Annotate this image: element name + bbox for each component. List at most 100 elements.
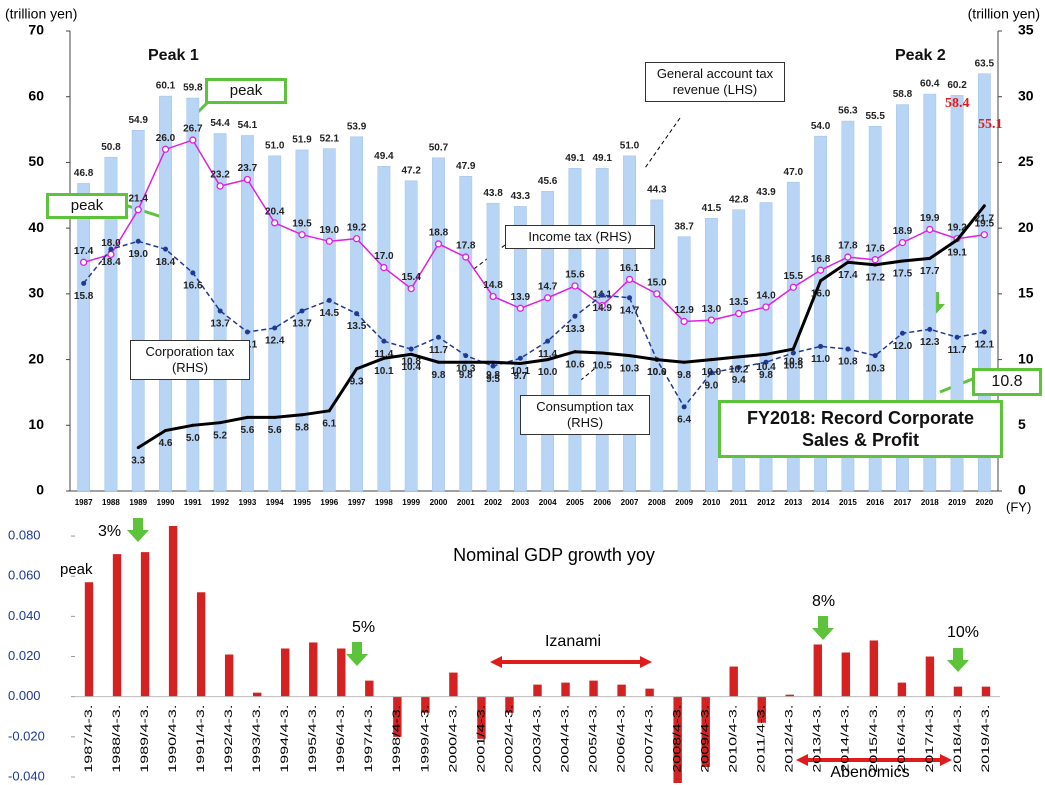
bar	[923, 93, 937, 492]
bar	[477, 696, 486, 739]
bar	[785, 694, 794, 697]
value-label: 14.5	[320, 308, 340, 319]
value-label: 5.2	[213, 430, 227, 441]
value-label: 19.5	[292, 218, 312, 229]
value-label: 19.0	[320, 225, 340, 236]
point	[790, 350, 796, 356]
value-label: 53.9	[347, 121, 367, 132]
peak-label: Peak 2	[895, 47, 946, 64]
point	[218, 421, 222, 425]
point	[517, 355, 523, 361]
bar	[224, 654, 234, 697]
point	[764, 352, 768, 356]
value-label: 17.8	[456, 241, 476, 252]
x-tick-label: 2011/4-3.	[756, 705, 768, 773]
bar	[705, 218, 718, 492]
period-arrow	[490, 656, 652, 668]
point	[708, 370, 714, 376]
point	[819, 279, 823, 283]
value-label: 9.8	[677, 370, 691, 381]
bar	[950, 95, 964, 492]
x-tick-label: 2017	[894, 498, 912, 507]
value-label: 10.4	[401, 362, 421, 373]
y2-tick-label: 5	[1018, 416, 1026, 432]
x-tick-label: 1995/4-3.	[307, 705, 319, 773]
point	[516, 304, 525, 312]
green-arrow	[346, 642, 368, 666]
value-label: 17.4	[74, 246, 94, 257]
value-label: 13.7	[292, 319, 312, 330]
x-tick-label: 2018/4-3.	[952, 705, 964, 773]
record-callout: FY2018: Record Corporate Sales & Profit	[718, 400, 1003, 458]
value-label: 42.8	[729, 194, 749, 205]
point	[762, 303, 770, 311]
bar	[393, 696, 402, 737]
point	[462, 253, 470, 261]
bar	[868, 126, 882, 492]
annotation: 10%	[947, 624, 979, 641]
x-tick-label: 2015/4-3.	[868, 705, 880, 773]
bar	[513, 206, 527, 492]
point	[736, 364, 742, 370]
x-axis-label: (FY)	[1006, 499, 1031, 514]
x-tick-label: 2013	[784, 498, 802, 507]
value-label: 19.5	[975, 218, 995, 229]
x-tick-label: 1997/4-3.	[363, 705, 375, 773]
value-label: 19.1	[947, 248, 967, 259]
point	[898, 238, 907, 247]
bar	[813, 644, 823, 697]
x-tick-label: 2016	[866, 498, 884, 507]
value-label: 9.0	[704, 380, 718, 391]
point	[489, 292, 497, 301]
x-tick-label: 1987/4-3.	[83, 705, 95, 773]
x-tick-label: 1998	[375, 498, 393, 507]
value-label: 11.7	[948, 345, 967, 356]
x-tick-label: 2014/4-3.	[840, 705, 852, 773]
x-tick-label: 2008/4-3.	[672, 705, 684, 773]
value-label: 19.2	[347, 222, 367, 233]
value-label: 63.5	[975, 58, 995, 69]
legend-callout: General account tax revenue (LHS)	[645, 62, 785, 102]
value-label: 10.0	[647, 367, 667, 378]
series-line	[83, 240, 985, 409]
legend-callout: Corporation tax (RHS)	[130, 340, 250, 380]
x-tick-label: 2001/4-3.	[475, 705, 487, 773]
x-tick-label: 1997	[348, 498, 366, 507]
value-label: 16.6	[183, 280, 203, 291]
value-label: 49.1	[565, 153, 585, 164]
value-label: 12.9	[674, 305, 694, 316]
value-label: 16.8	[811, 254, 831, 265]
point	[899, 330, 905, 336]
value-label: 49.1	[593, 153, 613, 164]
point	[326, 297, 332, 303]
x-tick-label: 2001	[457, 498, 475, 507]
point	[300, 413, 304, 417]
chart-title: Nominal GDP growth yoy	[453, 545, 655, 565]
point	[79, 258, 88, 266]
value-label: 26.7	[183, 124, 203, 135]
point	[737, 355, 741, 359]
value-label: 9.7	[513, 371, 527, 382]
point	[628, 354, 632, 358]
value-label: 15.0	[647, 277, 667, 288]
peak-callout: peak	[46, 193, 128, 219]
point	[598, 302, 606, 310]
value-label: 17.8	[838, 241, 858, 252]
y2-tick-label: 20	[1018, 219, 1034, 235]
y-tick-label: 0	[36, 482, 44, 498]
x-tick-label: 1988/4-3.	[111, 705, 123, 773]
bar	[77, 183, 91, 492]
bar	[432, 157, 445, 492]
y-tick-label: 20	[28, 350, 44, 366]
x-tick-label: 1999/4-3.	[419, 705, 431, 773]
point	[273, 415, 277, 419]
value-label: 52.1	[320, 133, 340, 144]
value-label: 10.5	[593, 361, 613, 372]
annotation: 3%	[98, 523, 121, 540]
point	[380, 263, 388, 272]
x-tick-label: 2008	[648, 498, 666, 507]
y-tick-label: 70	[28, 22, 44, 38]
point	[844, 253, 852, 261]
point	[464, 360, 468, 364]
